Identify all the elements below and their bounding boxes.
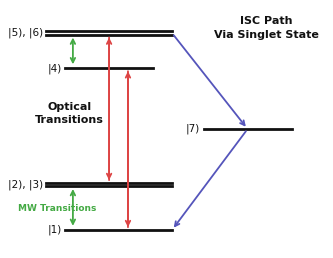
Text: |1): |1) (48, 225, 62, 235)
Text: MW Transitions: MW Transitions (18, 204, 96, 213)
Text: |7): |7) (186, 124, 200, 134)
Text: ISC Path
Via Singlet State: ISC Path Via Singlet State (214, 17, 319, 40)
Text: |4): |4) (48, 63, 62, 74)
Text: Optical
Transitions: Optical Transitions (35, 102, 104, 125)
Text: |2), |3): |2), |3) (8, 179, 43, 190)
Text: |5), |6): |5), |6) (8, 28, 43, 38)
